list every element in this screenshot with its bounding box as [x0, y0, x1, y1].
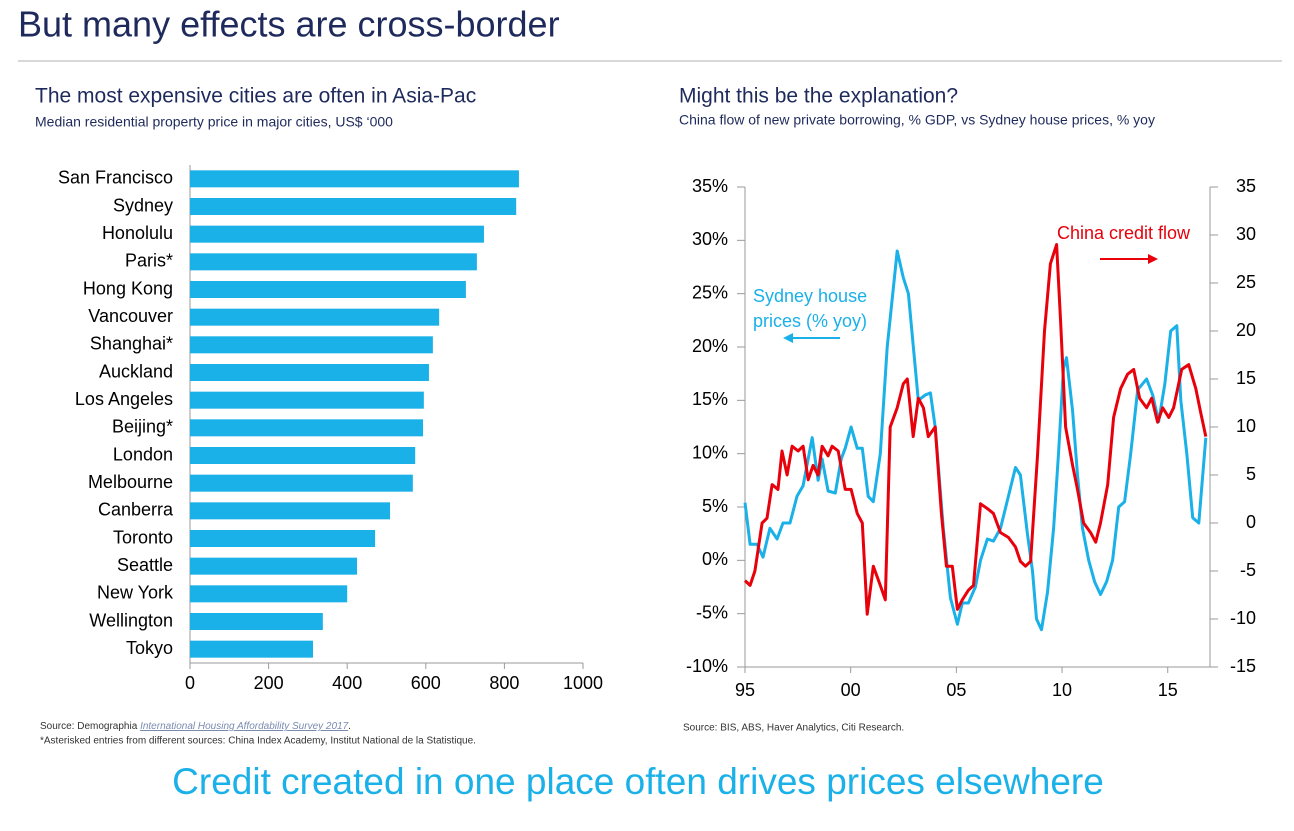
y-tick-label: 15% [692, 389, 728, 409]
category-label: Tokyo [126, 638, 173, 658]
bar [190, 557, 358, 575]
x-tick-label: 95 [735, 680, 755, 700]
chart-subtitle: Median residential property price in maj… [35, 114, 393, 130]
y-tick-label: -5% [696, 602, 728, 622]
category-label: Vancouver [88, 306, 173, 326]
y-tick-label: 10% [692, 442, 728, 462]
series-line [743, 243, 1208, 616]
category-label: Canberra [98, 500, 174, 520]
bar [190, 640, 314, 658]
label-arrowhead [1148, 254, 1158, 264]
category-label: San Francisco [58, 168, 173, 188]
series-label: Sydney house [753, 286, 867, 306]
x-tick-label: 00 [841, 680, 861, 700]
bar [190, 530, 376, 547]
y-tick-label: 35% [692, 176, 728, 196]
y2-tick-label: 35 [1236, 176, 1256, 196]
y2-tick-label: 25 [1236, 272, 1256, 292]
category-label: Los Angeles [75, 389, 173, 409]
bar [190, 419, 424, 437]
bar [190, 308, 440, 326]
x-tick-label: 400 [332, 673, 362, 693]
category-label: London [113, 444, 173, 464]
bar [190, 391, 424, 409]
category-label: Melbourne [88, 472, 173, 492]
y2-tick-label: -5 [1240, 560, 1256, 580]
y-tick-label: 5% [702, 496, 728, 516]
series-line [743, 249, 1208, 632]
slide-title: But many effects are cross-border [18, 4, 560, 45]
source-link[interactable]: International Housing Affordability Surv… [140, 721, 349, 732]
series-label: China credit flow [1057, 223, 1191, 243]
y2-tick-label: 5 [1246, 464, 1256, 484]
category-label: Seattle [117, 555, 173, 575]
chart-title: Might this be the explanation? [679, 85, 958, 108]
y-tick-label: 30% [692, 229, 728, 249]
category-label: Toronto [113, 527, 173, 547]
y2-tick-label: -15 [1230, 656, 1256, 676]
footer: Credit created in one place often drives… [172, 761, 1104, 802]
bar [190, 364, 429, 381]
bar [190, 225, 484, 243]
category-label: Hong Kong [83, 278, 173, 298]
category-label: Paris* [125, 251, 173, 271]
y2-tick-label: -10 [1230, 608, 1256, 628]
category-label: Honolulu [102, 223, 173, 243]
category-label: Sydney [113, 195, 173, 215]
category-label: Shanghai* [90, 334, 173, 354]
bar [190, 502, 391, 520]
x-tick-label: 1000 [563, 673, 603, 693]
y2-tick-label: 20 [1236, 320, 1256, 340]
y-tick-label: 20% [692, 336, 728, 356]
bar [190, 474, 413, 492]
category-label: Beijing* [112, 417, 173, 437]
bar [190, 281, 466, 298]
x-tick-label: 05 [946, 680, 966, 700]
y2-tick-label: 0 [1246, 512, 1256, 532]
y2-tick-label: 10 [1236, 416, 1256, 436]
bar [190, 170, 519, 188]
series-label: prices (% yoy) [753, 311, 867, 331]
x-tick-label: 600 [411, 673, 441, 693]
y-tick-label: 0% [702, 549, 728, 569]
bar [190, 336, 433, 354]
source-prefix: Source: Demographia [40, 721, 138, 732]
category-label: Wellington [89, 610, 173, 630]
note: *Asterisked entries from different sourc… [40, 736, 476, 747]
category-label: New York [97, 583, 174, 603]
chart-title: The most expensive cities are often in A… [35, 85, 476, 108]
x-tick-label: 15 [1158, 680, 1178, 700]
x-tick-label: 0 [185, 673, 195, 693]
category-label: Auckland [99, 361, 173, 381]
source: Source: BIS, ABS, Haver Analytics, Citi … [683, 723, 904, 734]
bar [190, 198, 517, 215]
bar [190, 613, 323, 630]
x-tick-label: 10 [1052, 680, 1072, 700]
label-arrowhead [783, 333, 793, 343]
bar [190, 447, 416, 464]
x-tick-label: 200 [254, 673, 284, 693]
source: Source: Demographia International Housin… [40, 721, 351, 732]
bar [190, 585, 348, 603]
y2-tick-label: 30 [1236, 224, 1256, 244]
y-tick-label: -10% [686, 656, 728, 676]
chart-subtitle: China flow of new private borrowing, % G… [679, 112, 1155, 128]
bar [190, 253, 477, 271]
x-tick-label: 800 [489, 673, 519, 693]
source-suffix: . [348, 721, 351, 732]
y2-tick-label: 15 [1236, 368, 1256, 388]
y-tick-label: 25% [692, 282, 728, 302]
